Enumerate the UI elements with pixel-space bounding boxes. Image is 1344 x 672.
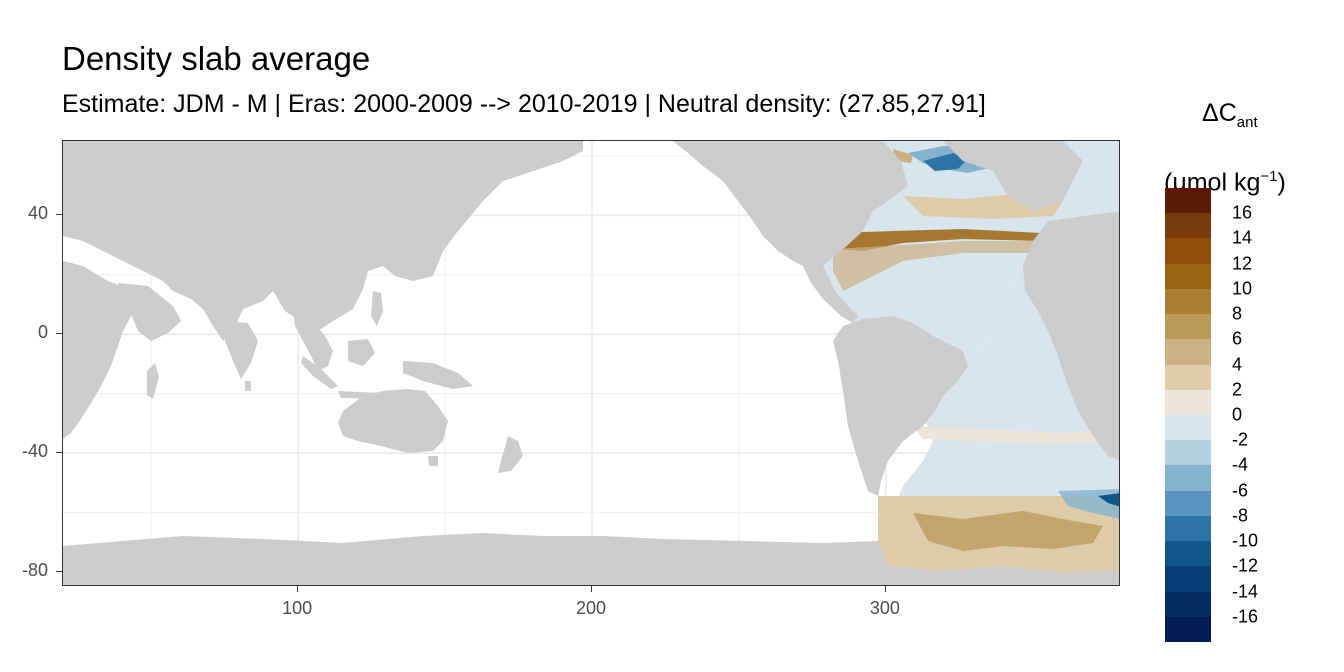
land-new-guinea: [403, 361, 473, 389]
legend-tick-label: 4: [1232, 354, 1243, 375]
land-north-america: [673, 141, 908, 266]
land-south-america: [833, 316, 968, 496]
legend-swatch: [1165, 188, 1211, 214]
legend-swatch: [1165, 515, 1211, 542]
legend-tick-label: 16: [1232, 202, 1253, 223]
plot-title: Density slab average: [62, 40, 371, 77]
land-australia: [338, 389, 448, 453]
land-india: [223, 321, 258, 379]
land-philippines: [371, 291, 383, 326]
data-field-gulfstream-halo: [833, 241, 1038, 291]
legend-swatch: [1165, 263, 1211, 290]
land-srilanka: [245, 381, 251, 391]
legend-tick-label: 12: [1232, 253, 1253, 274]
data-field-gulfstream-band: [833, 229, 1041, 251]
legend-unit-suffix: ): [1277, 168, 1286, 197]
legend-title-sub: ant: [1236, 114, 1258, 131]
legend-tick-label: 14: [1232, 227, 1253, 248]
y-tick-label: -80: [21, 560, 48, 581]
legend-tick-label: 0: [1232, 404, 1243, 425]
data-field-labrador-darkblue: [923, 153, 968, 171]
data-field-weddell-warm: [913, 511, 1103, 551]
x-tick-mark: [591, 586, 592, 592]
land-new-zealand: [498, 436, 523, 473]
x-tick-label: 300: [869, 598, 900, 618]
legend-tick-label: 8: [1232, 303, 1243, 324]
land-tasmania: [428, 456, 438, 466]
legend-swatch: [1165, 465, 1211, 492]
y-tick-mark: [56, 333, 62, 335]
x-tick-label: 100: [282, 598, 313, 618]
legend-tick-label: -12: [1232, 555, 1259, 576]
legend-swatch: [1165, 566, 1211, 593]
legend-swatch: [1165, 415, 1211, 441]
legend-title: ΔCant (μmol kg−1): [1164, 86, 1314, 209]
land-europe-africa-east: [1023, 211, 1119, 461]
legend-swatch: [1165, 288, 1211, 315]
legend-colorbar: [1165, 188, 1211, 642]
land-antarctica: [63, 533, 1119, 585]
y-tick-mark: [56, 571, 62, 573]
land-central-america: [803, 266, 858, 323]
legend-tick-label: -10: [1232, 530, 1259, 551]
legend-swatch: [1165, 238, 1211, 265]
legend-unit-sup: −1: [1260, 168, 1278, 185]
y-tick-mark: [56, 214, 62, 216]
land-masses: [63, 141, 1119, 585]
y-tick-mark: [56, 452, 62, 454]
legend-swatch: [1165, 591, 1211, 618]
legend-tick-label: -2: [1232, 429, 1249, 450]
legend-swatch: [1165, 440, 1211, 466]
y-tick-label: 0: [37, 322, 48, 343]
legend-swatch: [1165, 339, 1211, 366]
legend-swatch: [1165, 616, 1211, 642]
legend-swatch: [1165, 389, 1211, 416]
legend-tick-label: -16: [1232, 606, 1259, 627]
y-tick-label: 40: [27, 203, 48, 224]
land-arabia: [118, 283, 181, 341]
legend-swatch: [1165, 314, 1211, 340]
legend-tick-label: -4: [1232, 454, 1249, 475]
map-panel: [62, 140, 1120, 586]
land-sumatra: [301, 356, 338, 389]
plot-subtitle: Estimate: JDM - M | Eras: 2000-2009 --> …: [62, 90, 986, 118]
land-greenland: [943, 141, 1083, 211]
map-svg: [63, 141, 1119, 585]
legend-tick-label: 6: [1232, 328, 1243, 349]
x-tick-mark: [884, 586, 886, 592]
legend-swatch: [1165, 541, 1211, 567]
land-madagascar: [147, 363, 159, 399]
x-tick-label: 200: [575, 598, 607, 618]
land-africa: [63, 261, 141, 439]
x-tick-mark: [297, 586, 299, 592]
legend-tick-label: -8: [1232, 505, 1249, 526]
land-southeast-asia: [293, 311, 333, 371]
legend-tick-label: -6: [1232, 480, 1249, 501]
data-field-south-atlantic-warm: [913, 426, 1119, 444]
legend-tick-label: 2: [1232, 379, 1243, 400]
legend-title-symbol: ΔC: [1202, 99, 1237, 127]
legend-swatch: [1165, 213, 1211, 239]
legend-tick-label: -14: [1232, 581, 1259, 602]
legend-swatch: [1165, 490, 1211, 517]
land-borneo: [348, 339, 375, 366]
legend-swatch: [1165, 364, 1211, 391]
y-tick-label: -40: [21, 441, 48, 462]
data-field-southern-darkblue: [1098, 493, 1119, 507]
legend-tick-label: 10: [1232, 278, 1253, 299]
land-japan: [413, 226, 453, 269]
land-eurasia: [63, 141, 583, 341]
